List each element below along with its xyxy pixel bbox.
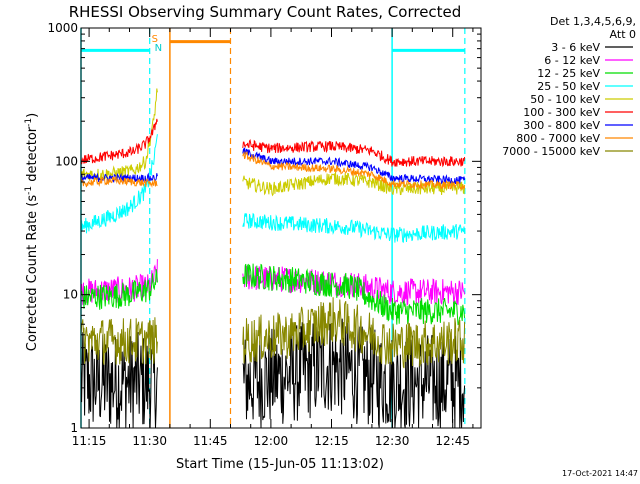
x-tick-label-2: 11:45 xyxy=(193,434,228,448)
y-tick-label-1: 10 xyxy=(63,288,78,302)
x-tick-label-5: 12:30 xyxy=(375,434,410,448)
series-line-8 xyxy=(80,297,466,369)
marker-label-s: S xyxy=(152,34,158,45)
y-axis-label-end: ) xyxy=(25,113,40,118)
chart-title: RHESSI Observing Summary Count Rates, Co… xyxy=(69,3,462,21)
series-line-5 xyxy=(80,118,466,168)
legend-header-line-2: Att 0 xyxy=(610,28,636,41)
legend-label-5: 100 - 300 keV xyxy=(523,106,600,119)
x-tick-label-3: 12:00 xyxy=(254,434,289,448)
y-axis-label-base: Corrected Count Rate (s xyxy=(25,195,40,352)
series-layer xyxy=(80,88,466,429)
x-axis-label: Start Time (15-Jun-05 11:13:02) xyxy=(176,457,384,472)
legend-label-8: 7000 - 15000 keV xyxy=(502,145,600,158)
y-tick-label-3: 1000 xyxy=(47,21,78,35)
x-tick-label-6: 12:45 xyxy=(435,434,470,448)
axes-layer: 1 10 100 1000 11:15 11:30 11:45 12:00 12:15 12:30… xyxy=(47,21,481,448)
y-axis-label-sup-1: -1 xyxy=(24,186,34,195)
legend-label-3: 25 - 50 keV xyxy=(537,80,600,93)
series-line-7 xyxy=(80,150,466,191)
legend-label-0: 3 - 6 keV xyxy=(551,41,600,54)
flag-bars-layer: SN xyxy=(81,34,465,54)
x-tick-label-4: 12:15 xyxy=(314,434,349,448)
series-line-4 xyxy=(80,88,466,197)
y-tick-label-0: 1 xyxy=(70,421,78,435)
y-tick-label-2: 100 xyxy=(55,154,78,168)
legend-label-6: 300 - 800 keV xyxy=(523,119,600,132)
series-line-3 xyxy=(80,134,466,243)
y-axis-label: Corrected Count Rate (s-1 detector-1) xyxy=(24,113,40,351)
x-tick-label-1: 11:30 xyxy=(132,434,167,448)
legend-header-line-1: Det 1,3,4,5,6,9, xyxy=(550,15,636,28)
x-tick-label-0: 11:15 xyxy=(72,434,107,448)
y-axis-label-sup-2: -1 xyxy=(24,118,34,127)
plot-frame xyxy=(80,27,482,429)
y-axis-label-middle: detector xyxy=(25,126,40,186)
footer-timestamp: 17-Oct-2021 14:47 xyxy=(562,469,638,478)
legend-label-4: 50 - 100 keV xyxy=(530,93,600,106)
legend-label-1: 6 - 12 keV xyxy=(544,54,600,67)
legend-label-7: 800 - 7000 keV xyxy=(516,132,600,145)
marker-label-n: N xyxy=(155,43,162,54)
series-line-2 xyxy=(80,263,466,326)
legend-label-2: 12 - 25 keV xyxy=(537,67,600,80)
